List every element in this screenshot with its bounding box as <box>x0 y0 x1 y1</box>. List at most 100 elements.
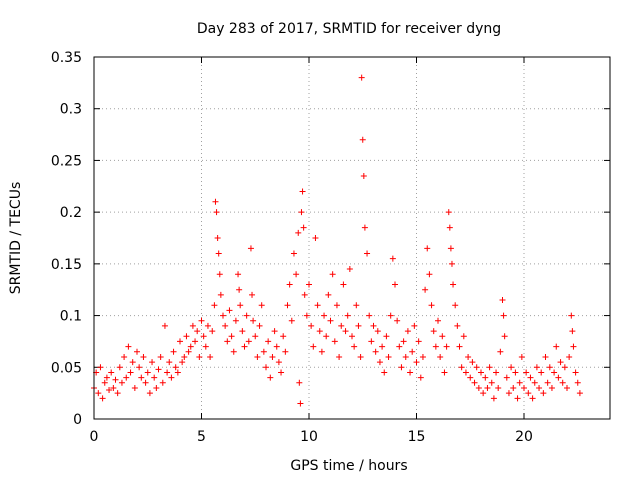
data-point <box>430 328 437 335</box>
data-point <box>569 328 576 335</box>
data-point <box>342 328 349 335</box>
data-point <box>247 245 254 252</box>
data-point <box>144 369 151 376</box>
data-point <box>200 333 207 340</box>
data-point <box>142 379 149 386</box>
data-point <box>310 343 317 350</box>
data-point <box>316 328 323 335</box>
data-point <box>157 353 164 360</box>
data-point <box>417 374 424 381</box>
data-point <box>216 271 223 278</box>
data-point <box>555 374 562 381</box>
data-point <box>419 353 426 360</box>
data-point <box>327 317 334 324</box>
x-tick-label: 10 <box>300 429 318 445</box>
data-point <box>103 374 110 381</box>
data-point <box>469 359 476 366</box>
data-point <box>258 302 265 309</box>
data-point <box>488 379 495 386</box>
data-point <box>536 384 543 391</box>
data-point <box>551 369 558 376</box>
data-point <box>456 343 463 350</box>
data-point <box>212 198 219 205</box>
data-point <box>404 328 411 335</box>
data-point <box>297 400 304 407</box>
data-point <box>329 271 336 278</box>
data-point <box>202 343 209 350</box>
data-point <box>413 359 420 366</box>
data-point <box>323 333 330 340</box>
data-point <box>357 353 364 360</box>
data-point <box>346 266 353 273</box>
data-point <box>353 302 360 309</box>
data-point <box>331 338 338 345</box>
data-point <box>161 322 168 329</box>
data-point <box>553 343 560 350</box>
data-point <box>114 390 121 397</box>
data-point <box>338 322 345 329</box>
data-point <box>214 235 221 241</box>
data-point <box>559 379 566 386</box>
data-point <box>239 328 246 335</box>
data-point <box>372 348 379 355</box>
data-point <box>249 291 256 298</box>
data-point <box>503 374 510 381</box>
data-point <box>187 343 194 350</box>
data-point <box>465 353 472 360</box>
data-point <box>256 322 263 329</box>
data-point <box>358 74 365 81</box>
data-point <box>360 172 367 179</box>
data-point <box>389 255 396 262</box>
data-point <box>538 369 545 376</box>
data-point <box>478 369 484 376</box>
data-point <box>275 359 282 366</box>
data-point <box>437 353 444 360</box>
data-point <box>101 379 108 386</box>
data-point <box>265 338 272 345</box>
data-point <box>116 364 123 371</box>
data-point <box>280 333 287 340</box>
data-point <box>263 364 269 371</box>
data-point <box>518 353 525 360</box>
data-point <box>235 271 242 278</box>
data-point <box>505 390 512 397</box>
data-point <box>164 369 171 376</box>
data-point <box>237 302 244 309</box>
data-point <box>574 379 581 386</box>
data-point <box>500 312 507 319</box>
y-tick-label: 0.35 <box>51 50 82 66</box>
data-point <box>99 395 106 402</box>
data-point <box>106 387 113 394</box>
data-point <box>467 374 474 381</box>
data-point <box>366 312 373 319</box>
data-point <box>254 353 261 360</box>
data-point <box>529 395 536 402</box>
data-point <box>432 343 439 350</box>
data-point <box>269 353 276 360</box>
data-points <box>91 74 583 407</box>
data-point <box>207 353 214 360</box>
data-point <box>278 369 285 376</box>
data-point <box>151 374 158 381</box>
data-point <box>512 369 519 376</box>
data-point <box>527 374 534 381</box>
data-point <box>435 317 441 324</box>
data-point <box>241 343 248 350</box>
data-point <box>194 328 201 335</box>
data-point <box>379 343 386 350</box>
data-point <box>531 379 538 386</box>
data-point <box>548 384 555 391</box>
data-point <box>490 395 497 402</box>
data-point <box>118 379 125 386</box>
data-point <box>447 245 454 252</box>
data-point <box>314 302 321 309</box>
x-tick-label: 0 <box>90 429 99 445</box>
data-point <box>368 338 375 345</box>
data-point <box>415 338 422 345</box>
data-point <box>198 317 205 324</box>
data-point <box>267 374 274 381</box>
y-tick-label: 0.05 <box>51 360 82 376</box>
data-point <box>482 374 489 381</box>
y-tick-label: 0 <box>73 412 82 428</box>
data-point <box>236 286 243 293</box>
